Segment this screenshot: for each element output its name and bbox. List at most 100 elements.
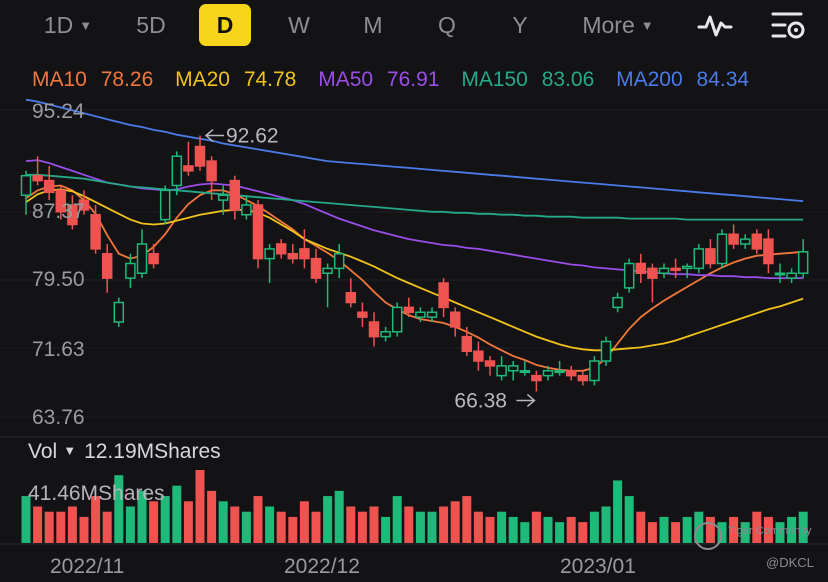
x-tick-label: 2022/11 <box>50 555 125 578</box>
volume-header[interactable]: Vol ▼ 12.19MShares <box>28 440 221 464</box>
tab-label: More <box>582 12 635 38</box>
tab-y[interactable]: Y <box>499 4 541 46</box>
candle-down <box>473 350 484 362</box>
candle-up <box>612 296 623 309</box>
ma-label: MA50 <box>318 68 374 91</box>
candle-down <box>449 311 461 328</box>
volume-bar <box>125 506 135 543</box>
volume-bar <box>56 511 66 543</box>
tab-label: Y <box>512 12 528 38</box>
tab-q[interactable]: Q <box>426 4 468 46</box>
ma-label: MA200 <box>616 68 683 91</box>
volume-bar <box>195 470 205 543</box>
volume-bar <box>601 506 611 543</box>
pulse-line-icon[interactable] <box>697 9 733 41</box>
ma-value: 74.78 <box>243 68 297 91</box>
ma50-legend: MA50 76.91 <box>318 68 447 91</box>
candle-up <box>496 365 507 377</box>
ma200-legend: MA200 84.34 <box>616 68 757 91</box>
volume-bar <box>497 511 507 543</box>
y-tick-label: 87.37 <box>32 200 85 223</box>
candle-up <box>171 155 183 187</box>
candle-up <box>600 340 612 362</box>
volume-bar <box>230 506 240 543</box>
volume-label: Vol <box>28 440 58 463</box>
volume-bar <box>473 511 483 543</box>
volume-bar <box>79 516 89 543</box>
low-price-label: 66.38 <box>454 389 507 412</box>
volume-bar <box>149 501 159 543</box>
ma150-legend: MA150 83.06 <box>461 68 602 91</box>
volume-bar <box>775 522 785 543</box>
volume-bar <box>346 506 356 543</box>
volume-bar <box>450 501 460 543</box>
candle-up <box>333 252 345 270</box>
period-tabs: 1D ▼ 5D D W M Q Y More ▼ <box>0 0 828 50</box>
candle-down <box>763 238 774 265</box>
candle-down <box>403 306 415 314</box>
y-tick-label: 71.63 <box>32 338 85 361</box>
volume-bar <box>787 516 797 543</box>
candle-down <box>252 204 264 260</box>
volume-bar <box>636 511 646 543</box>
ma20-legend: MA20 74.78 <box>175 68 304 91</box>
ma-line-ma20 <box>25 188 804 352</box>
candle-up <box>264 248 275 260</box>
candle-up <box>716 233 728 265</box>
watermark-brand: Tiger Community <box>728 525 812 537</box>
candle-down <box>206 160 217 182</box>
candle-down <box>368 321 380 338</box>
ma-legend: MA10 78.26 MA20 74.78 MA50 76.91 MA150 8… <box>32 68 765 92</box>
volume-bar <box>392 496 402 543</box>
volume-bar <box>798 511 808 543</box>
tab-more[interactable]: More ▼ <box>574 4 662 46</box>
candle-up <box>426 311 438 318</box>
volume-max-label: 41.46MShares <box>28 482 165 505</box>
volume-bar <box>44 511 54 543</box>
candle-down <box>345 292 357 304</box>
volume-current: 12.19MShares <box>84 440 221 463</box>
tab-5d[interactable]: 5D <box>124 4 178 46</box>
annotation-arrow-head <box>526 393 536 408</box>
ma-value: 78.26 <box>100 68 154 91</box>
volume-bar <box>323 496 333 543</box>
tab-1d[interactable]: 1D ▼ <box>38 4 98 46</box>
volume-bar <box>137 490 147 543</box>
volume-bar <box>520 522 530 543</box>
volume-bar <box>543 516 553 543</box>
ma-line-ma200 <box>25 98 804 202</box>
volume-bar <box>717 522 727 543</box>
tab-m[interactable]: M <box>352 4 394 46</box>
volume-bar <box>647 522 657 543</box>
tab-d[interactable]: D <box>199 4 251 46</box>
candle-down <box>148 252 159 265</box>
candle-down <box>565 370 577 377</box>
candle-up <box>693 248 705 270</box>
volume-bar <box>613 480 623 543</box>
volume-bar <box>253 496 263 543</box>
volume-bar <box>265 506 275 543</box>
candle-down <box>101 252 113 279</box>
volume-bar <box>740 522 750 543</box>
ma-label: MA20 <box>175 68 230 91</box>
candle-down <box>43 179 55 194</box>
volume-bar <box>33 506 43 543</box>
tab-w[interactable]: W <box>278 4 320 46</box>
volume-bar <box>91 496 101 543</box>
tiger-logo-icon <box>694 522 722 550</box>
candle-down <box>67 204 78 226</box>
volume-bar <box>114 475 124 543</box>
candle-down <box>287 252 299 260</box>
y-tick-label: 79.50 <box>32 268 85 291</box>
candle-up <box>113 301 125 323</box>
annotation-arrow-head <box>204 128 214 143</box>
candle-up <box>589 360 600 382</box>
ma-value: 83.06 <box>541 68 595 91</box>
y-tick-label: 63.76 <box>32 406 85 429</box>
volume-bar <box>555 522 565 543</box>
chart-settings-icon[interactable] <box>771 9 807 41</box>
candle-down <box>357 311 368 318</box>
candle-down <box>751 233 763 250</box>
candle-down <box>194 145 206 167</box>
